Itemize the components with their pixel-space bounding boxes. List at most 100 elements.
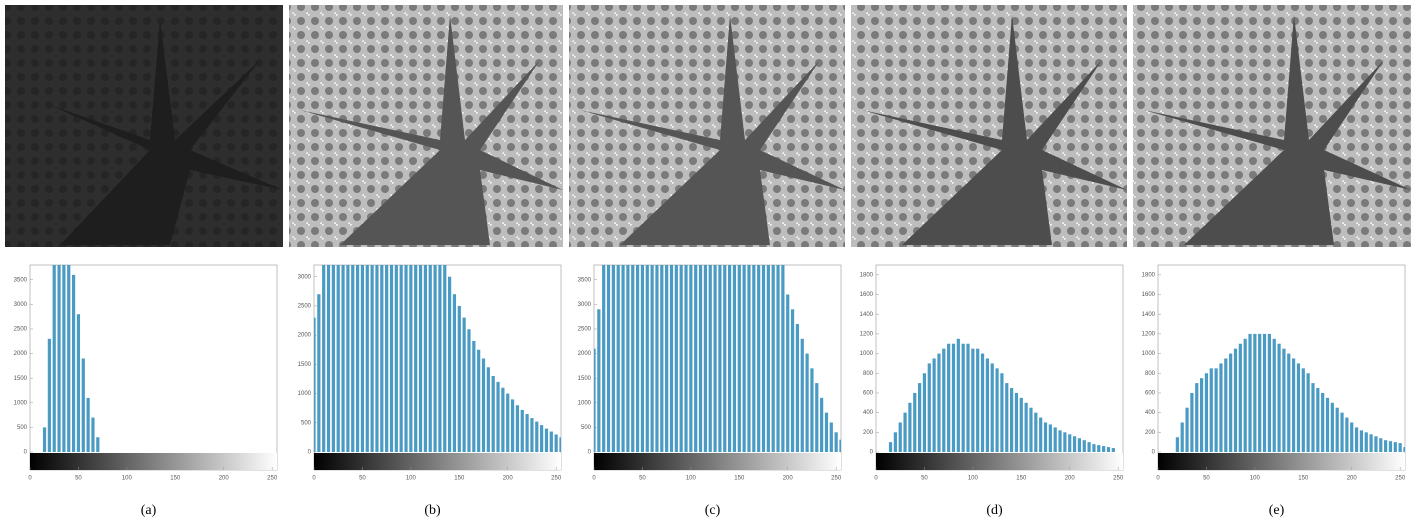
bar: [346, 265, 350, 452]
bar: [1010, 388, 1014, 452]
x-tick-label: 0: [874, 476, 878, 482]
y-tick-label: 1000: [14, 400, 28, 406]
bar: [917, 383, 922, 452]
bar: [554, 434, 558, 452]
bar: [1258, 333, 1262, 452]
bar: [824, 412, 829, 452]
y-tick-label: 2500: [578, 327, 592, 333]
y-tick-label: 500: [17, 425, 28, 431]
bar: [520, 409, 524, 452]
photo-plant: [862, 15, 1127, 245]
bar: [1092, 444, 1096, 452]
histogram: 0 200 400 600 800 1000 1200 1400 1600 1800 0 50 100 1…: [860, 264, 1124, 518]
photo-plant: [300, 15, 563, 245]
bar: [1214, 368, 1218, 452]
bar: [1082, 440, 1086, 452]
bar: [351, 265, 355, 452]
plot-area: [593, 264, 842, 471]
plot-area: [875, 264, 1124, 471]
y-tick-label: 600: [863, 391, 874, 397]
caption: (b): [424, 503, 441, 518]
x-tick-label: 100: [122, 476, 133, 482]
bar: [1345, 417, 1349, 452]
bar: [1287, 353, 1291, 452]
x-tick-label: 250: [1395, 476, 1406, 482]
x-tick-label: 50: [921, 476, 928, 482]
bar: [781, 265, 785, 452]
bar: [375, 265, 379, 452]
y-tick-label: 1000: [298, 391, 312, 397]
x-tick-label: 50: [639, 476, 646, 482]
bar: [91, 417, 95, 452]
bar: [428, 265, 432, 452]
x-tick-label: 250: [831, 476, 842, 482]
bar: [1034, 412, 1038, 452]
bar: [1048, 424, 1052, 452]
x-tick-label: 50: [359, 476, 366, 482]
bar: [594, 348, 596, 452]
bar: [1403, 447, 1405, 452]
bar: [370, 265, 374, 452]
bar: [947, 343, 951, 452]
y-tick-label: 0: [24, 450, 28, 456]
bar: [1019, 397, 1023, 452]
bar: [684, 265, 688, 452]
x-tick-label: 0: [592, 476, 596, 482]
bar: [1224, 358, 1228, 452]
bar: [728, 265, 732, 452]
bar: [467, 329, 471, 452]
bar: [669, 265, 674, 452]
bar: [530, 418, 534, 452]
bar: [1190, 392, 1194, 452]
x-tick-label: 150: [170, 476, 181, 482]
bar: [645, 265, 649, 452]
bar: [898, 422, 902, 452]
bar: [380, 265, 384, 452]
bar: [1272, 338, 1276, 452]
bar: [81, 358, 85, 452]
bar: [1262, 333, 1267, 452]
bar: [443, 265, 447, 452]
bar: [496, 381, 500, 452]
bar: [956, 338, 960, 452]
caption: (c): [705, 503, 721, 518]
bar: [409, 265, 413, 452]
bar: [1335, 407, 1339, 452]
y-tick-label: 2500: [14, 327, 28, 333]
bar: [1039, 417, 1043, 452]
y-tick-label: 0: [588, 450, 592, 456]
y-tick-label: 3500: [578, 277, 592, 283]
bar: [452, 294, 457, 452]
y-tick-label: 1200: [1142, 331, 1156, 337]
bar: [732, 265, 737, 452]
bar: [331, 265, 335, 452]
bar: [723, 265, 727, 452]
colorbar: [876, 453, 1123, 470]
bar: [1180, 422, 1184, 452]
bar: [980, 353, 985, 452]
bar: [995, 368, 999, 452]
x-tick-label: 150: [734, 476, 745, 482]
bar: [96, 437, 100, 452]
bar: [462, 317, 466, 452]
bar: [1282, 348, 1286, 452]
photos: [5, 5, 1411, 247]
colorbar: [30, 453, 277, 470]
bar: [913, 392, 917, 452]
y-tick-label: 0: [870, 450, 874, 456]
bar: [961, 343, 965, 452]
bar: [86, 397, 90, 452]
plot-area: [29, 264, 278, 471]
bar: [1195, 383, 1199, 452]
bar: [326, 265, 331, 452]
x-tick-label: 200: [219, 476, 230, 482]
bar: [1063, 432, 1067, 452]
bar: [660, 265, 664, 452]
bar: [606, 265, 611, 452]
y-tick-label: 3500: [14, 277, 28, 283]
bar: [365, 265, 369, 452]
bar: [829, 422, 833, 452]
bar: [1388, 441, 1393, 452]
bar: [389, 265, 394, 452]
